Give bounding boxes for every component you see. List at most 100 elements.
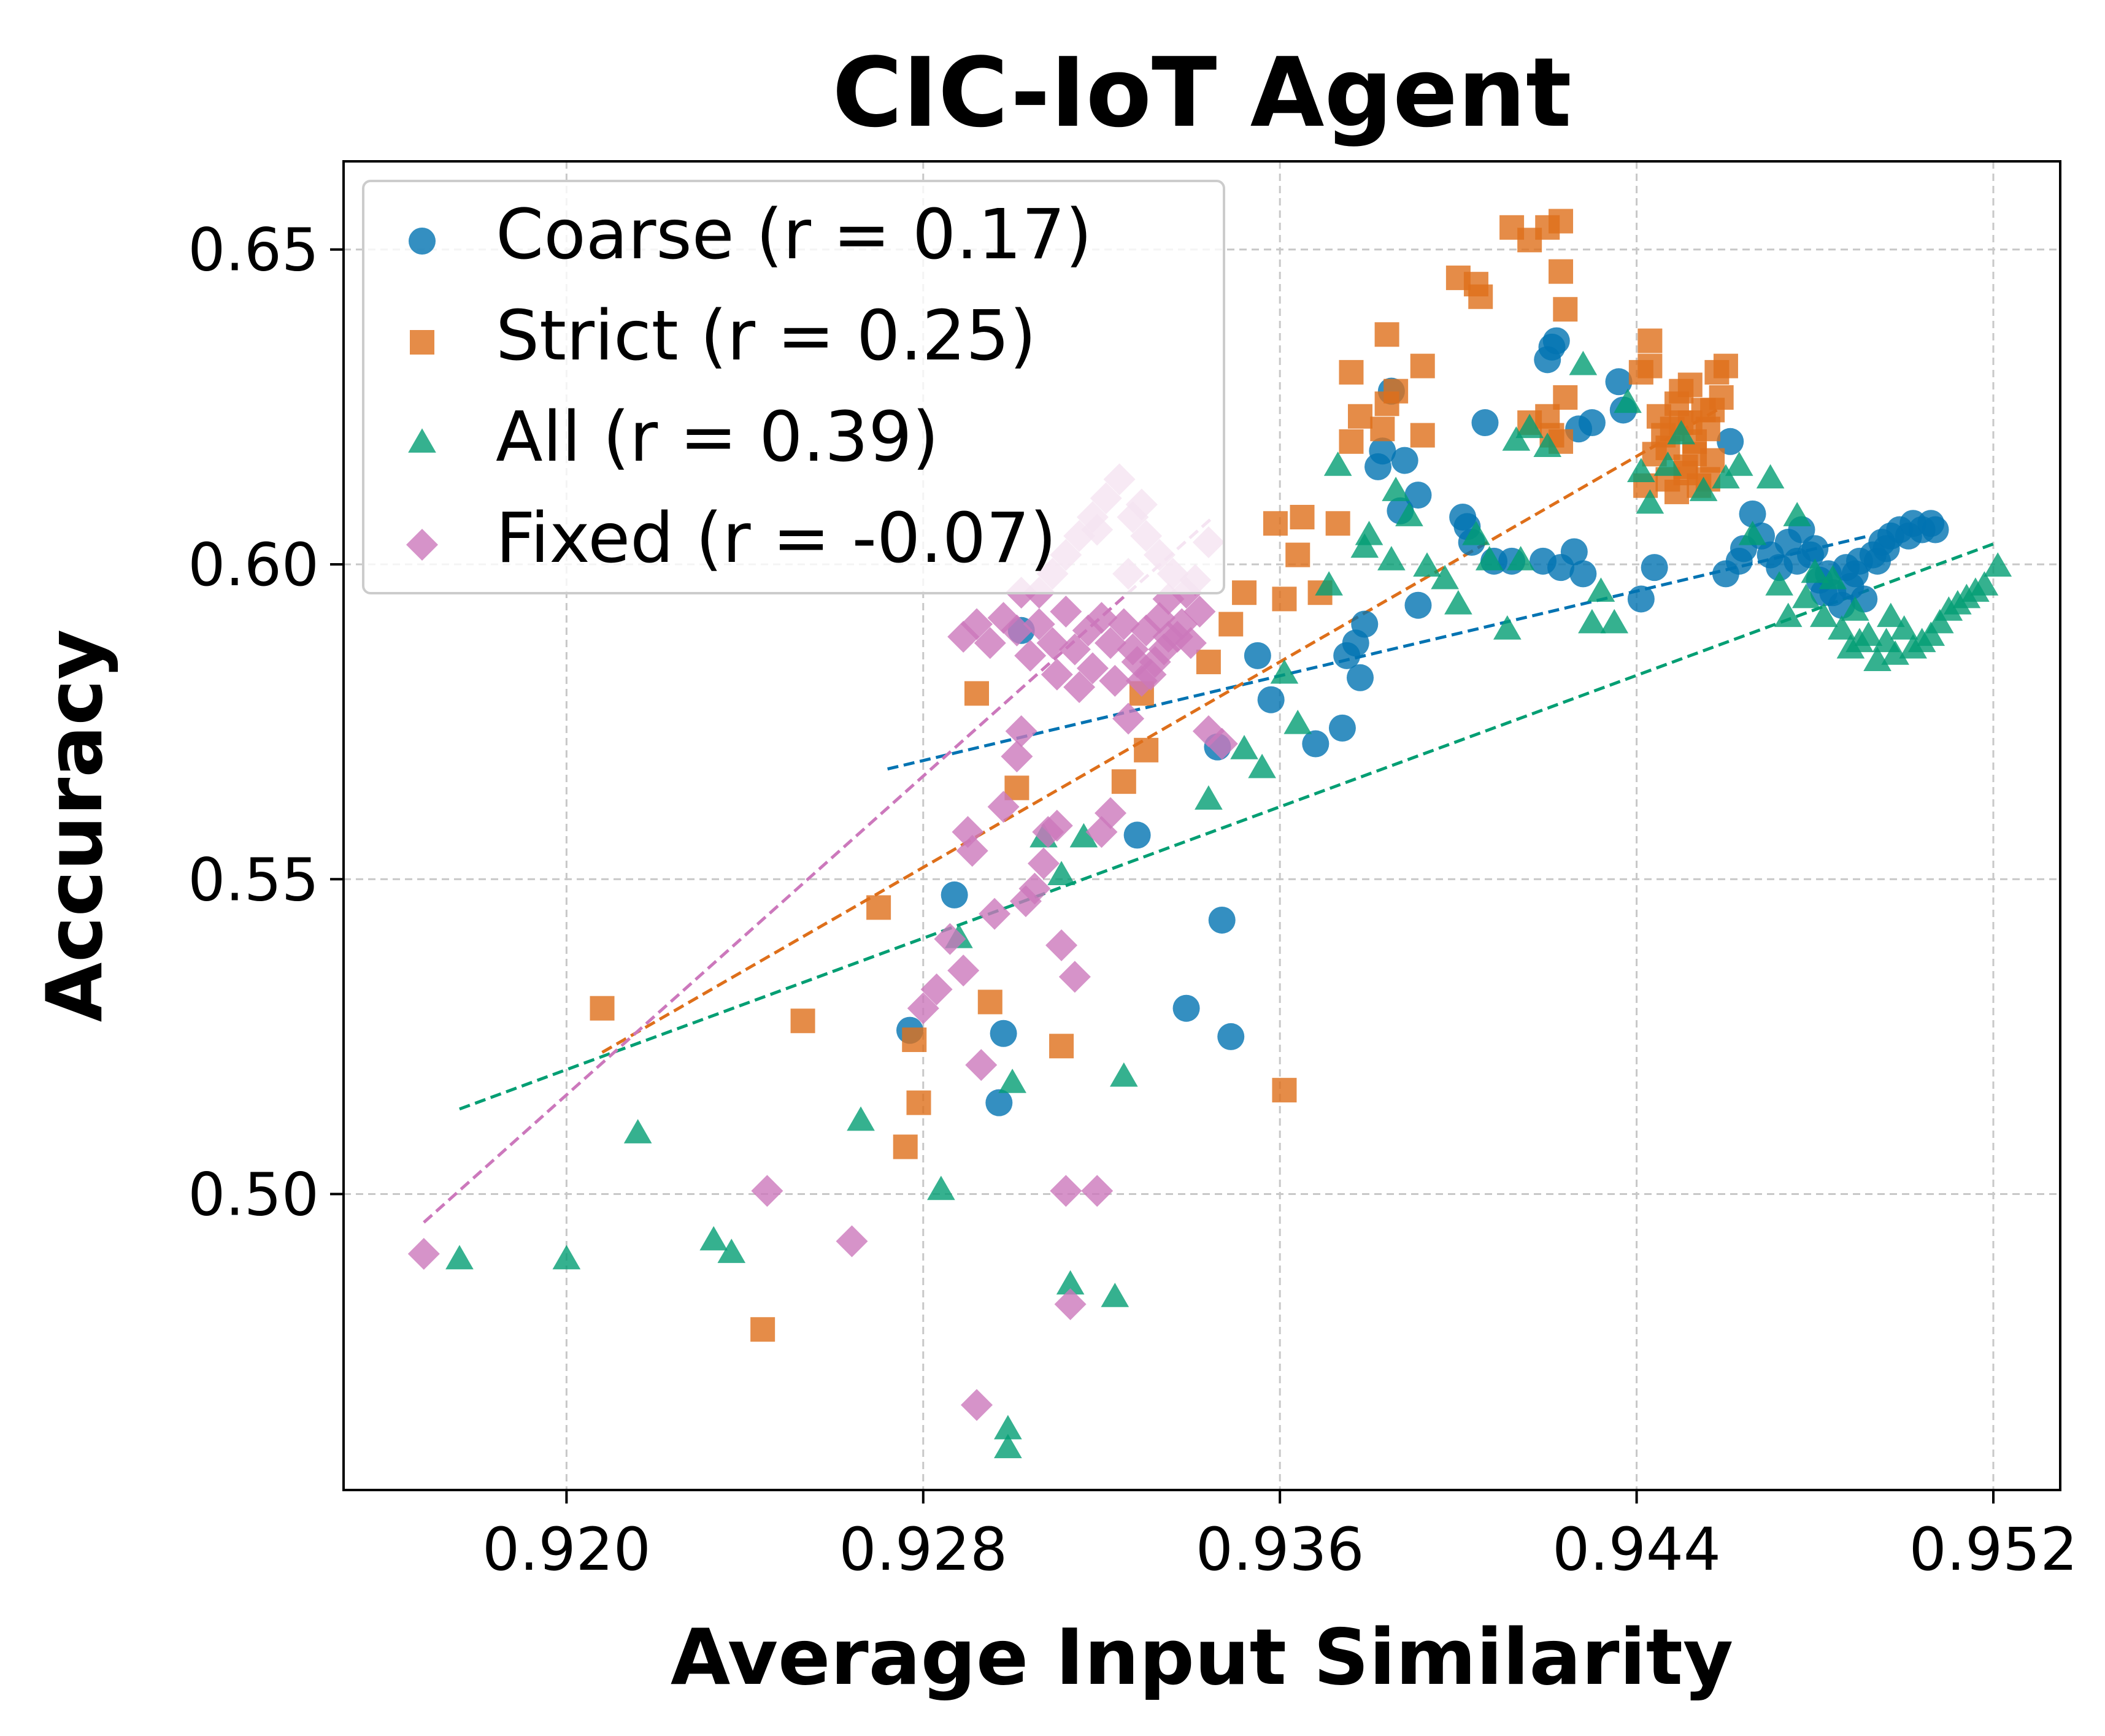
data-point [1063, 671, 1096, 704]
data-point [1542, 327, 1570, 355]
data-point [1047, 861, 1076, 886]
data-point [1270, 659, 1299, 684]
x-tick-label: 0.920 [482, 1515, 651, 1584]
data-point [1355, 520, 1383, 545]
data-point [1058, 961, 1091, 993]
data-point [1346, 664, 1374, 691]
data-point [790, 1008, 815, 1034]
data-point [1350, 533, 1379, 558]
data-point [445, 1245, 474, 1270]
data-point [1028, 847, 1060, 880]
data-point [1302, 730, 1330, 758]
data-point [1383, 378, 1409, 404]
data-point [1713, 353, 1738, 378]
data-points [407, 209, 2012, 1459]
data-point [1636, 489, 1664, 514]
legend-label: Coarse (r = 0.17) [496, 195, 1092, 275]
data-point [1206, 728, 1238, 760]
data-point [1339, 429, 1364, 454]
data-point [552, 1245, 581, 1270]
data-point [1637, 353, 1663, 378]
data-point [1111, 769, 1136, 794]
data-point [1700, 398, 1725, 423]
data-point [1005, 715, 1037, 748]
data-point [1739, 500, 1766, 528]
data-point [1134, 737, 1159, 762]
data-point [974, 627, 1006, 659]
data-point [1248, 753, 1276, 778]
y-axis-label: Accuracy [29, 629, 120, 1023]
data-point [1323, 451, 1352, 476]
y-tick-label: 0.50 [188, 1161, 319, 1229]
data-point [1404, 482, 1432, 509]
data-point [1123, 821, 1151, 849]
data-point [1605, 368, 1633, 396]
data-point [1533, 432, 1562, 457]
fit-line [887, 534, 1869, 771]
data-point [1195, 785, 1223, 810]
data-point [998, 1069, 1026, 1093]
data-point [1095, 797, 1127, 829]
data-point [1374, 322, 1399, 347]
data-point [1325, 511, 1350, 536]
x-tick-label: 0.944 [1552, 1515, 1721, 1584]
data-point [1774, 602, 1803, 628]
data-point [1653, 451, 1682, 476]
data-point [1614, 388, 1642, 413]
data-point [1369, 437, 1396, 465]
data-point [1377, 546, 1406, 570]
data-point [1045, 929, 1078, 962]
data-point [1462, 520, 1490, 545]
data-point [994, 1434, 1022, 1459]
y-tick-label: 0.65 [188, 216, 319, 285]
data-point [1641, 554, 1668, 582]
x-axis-label: Average Input Similarity [671, 1612, 1733, 1702]
data-point [1244, 642, 1271, 669]
data-point [1677, 372, 1703, 398]
data-point [1339, 359, 1364, 385]
data-point [1765, 571, 1793, 596]
data-point [407, 1238, 440, 1270]
data-point [1682, 442, 1707, 467]
data-point [1107, 608, 1140, 640]
data-point [1134, 658, 1167, 691]
legend-frame [362, 180, 1225, 594]
data-point [1712, 464, 1740, 489]
data-point [1801, 558, 1830, 583]
data-point [1036, 627, 1069, 659]
data-point [1050, 1175, 1082, 1207]
data-point [1263, 511, 1288, 536]
chart-title: CIC-IoT Agent [832, 37, 1571, 148]
x-axis-ticks: 0.920 0.928 0.936 0.944 0.952 [482, 1490, 2077, 1584]
data-point [979, 897, 1011, 930]
data-point [1471, 409, 1499, 437]
data-point [1791, 583, 1820, 609]
data-point [1801, 535, 1829, 563]
legend: Coarse (r = 0.17) Strict (r = 0.25) All (r… [362, 180, 1225, 594]
data-point [1014, 639, 1047, 672]
data-point [1667, 420, 1696, 445]
data-point [1001, 614, 1033, 647]
data-point [1347, 404, 1372, 429]
data-point [964, 681, 989, 706]
data-point [717, 1239, 746, 1263]
data-point [1112, 702, 1145, 735]
x-tick-label: 0.928 [839, 1515, 1007, 1584]
data-point [1475, 546, 1504, 570]
data-point [1627, 585, 1655, 613]
data-point [1725, 451, 1753, 476]
legend-marker [408, 428, 436, 453]
data-point [1854, 621, 1883, 646]
data-point [1054, 1288, 1087, 1321]
data-point [1925, 609, 1954, 634]
data-point [1569, 560, 1597, 588]
fit-line [459, 540, 1999, 1111]
data-point [1783, 502, 1812, 526]
y-tick-label: 0.60 [188, 531, 319, 599]
data-point [1099, 664, 1131, 697]
data-point [987, 791, 1020, 823]
data-point [1056, 1270, 1085, 1295]
data-point [1328, 714, 1356, 742]
data-point [1738, 520, 1767, 545]
data-point [1196, 650, 1221, 675]
